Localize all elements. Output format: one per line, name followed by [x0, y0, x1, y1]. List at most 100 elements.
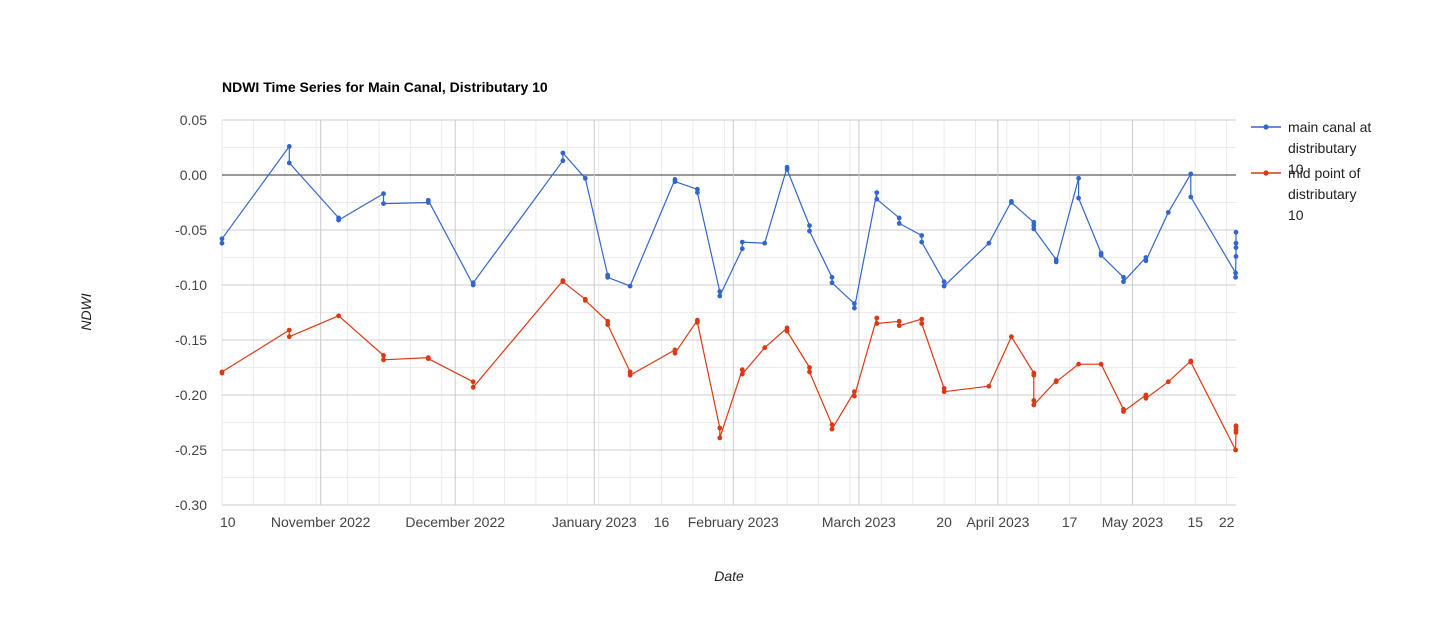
data-point	[919, 233, 925, 238]
data-point	[919, 316, 925, 322]
data-point	[582, 298, 588, 303]
data-point	[1031, 219, 1037, 225]
data-point	[336, 313, 341, 319]
x-axis: 10 November 2022 December 2022 January 2023…	[220, 514, 1235, 530]
data-point	[1121, 274, 1126, 280]
data-point	[1233, 245, 1239, 251]
y-tick-label: -0.30	[175, 497, 207, 513]
x-tick-label: 16	[654, 514, 670, 530]
data-point	[1009, 200, 1014, 205]
data-point	[919, 321, 925, 326]
data-point	[425, 356, 431, 362]
data-point	[1053, 259, 1059, 265]
data-point	[605, 322, 611, 327]
data-point	[807, 228, 812, 234]
data-point	[739, 246, 745, 252]
data-point	[605, 274, 611, 280]
data-point	[672, 350, 678, 356]
data-point	[1188, 171, 1194, 177]
data-point	[381, 191, 386, 197]
x-tick-label: February 2023	[688, 514, 779, 530]
data-point	[1098, 252, 1104, 258]
data-point	[1031, 223, 1037, 229]
data-point	[896, 323, 902, 329]
data-point	[1165, 210, 1171, 215]
series-line	[221, 280, 1237, 451]
data-point	[425, 197, 431, 203]
series-line	[221, 145, 1237, 309]
data-point	[717, 289, 723, 294]
data-point	[874, 315, 880, 321]
series-2	[219, 278, 1239, 453]
data-point	[941, 283, 947, 289]
data-point	[1031, 226, 1037, 232]
y-tick-label: -0.20	[175, 387, 207, 403]
legend-label: distributary	[1288, 186, 1356, 202]
data-point	[1233, 270, 1238, 276]
data-point	[470, 384, 476, 390]
data-point	[695, 320, 700, 325]
data-point	[1076, 195, 1081, 201]
y-tick-label: -0.25	[175, 442, 207, 458]
data-point	[1143, 255, 1149, 260]
data-point	[784, 167, 790, 172]
x-tick-label: 22	[1219, 514, 1235, 530]
data-point	[560, 150, 566, 156]
data-point	[717, 435, 723, 441]
y-tick-label: -0.05	[175, 222, 207, 238]
data-point	[1233, 229, 1239, 235]
data-point	[1098, 361, 1104, 367]
data-point	[986, 383, 992, 389]
data-point	[627, 369, 633, 375]
x-tick-label: November 2022	[271, 514, 371, 530]
data-point	[219, 369, 225, 375]
legend-item[interactable]: main canal at distributary 10	[1251, 119, 1371, 177]
data-point	[1053, 379, 1059, 385]
data-point	[627, 283, 633, 289]
legend-item[interactable]: mid point of distributary 10	[1251, 165, 1360, 223]
data-point	[739, 367, 745, 373]
data-point	[896, 318, 902, 324]
grid	[221, 119, 1236, 506]
data-point	[286, 327, 292, 333]
data-point	[829, 280, 835, 286]
data-point	[896, 221, 902, 226]
data-point	[829, 426, 835, 432]
data-point	[874, 196, 880, 202]
x-tick-label: 10	[220, 514, 236, 530]
data-point	[919, 239, 925, 245]
data-point	[1188, 359, 1194, 365]
y-tick-label: 0.05	[180, 112, 207, 128]
y-axis: 0.05 0.00 -0.05 -0.10 -0.15 -0.20 -0.25 -0.30	[175, 112, 207, 513]
data-point	[1188, 194, 1194, 200]
data-point	[381, 353, 386, 358]
data-point	[807, 223, 812, 229]
data-point	[560, 279, 566, 285]
y-tick-label: -0.15	[175, 332, 207, 348]
data-point	[1121, 409, 1126, 414]
data-point	[286, 160, 292, 166]
data-point	[1233, 240, 1239, 246]
data-point	[1143, 395, 1149, 401]
data-point	[717, 425, 723, 431]
data-point	[1233, 274, 1238, 280]
data-point	[381, 357, 386, 363]
x-tick-label: January 2023	[552, 514, 637, 530]
data-point	[941, 279, 947, 285]
data-point	[219, 240, 225, 246]
data-point	[784, 325, 790, 331]
x-tick-label: March 2023	[822, 514, 896, 530]
x-tick-label: 20	[936, 514, 952, 530]
data-point	[1233, 430, 1239, 435]
data-point	[1143, 392, 1149, 398]
data-point	[1121, 279, 1126, 285]
data-point	[739, 371, 745, 377]
y-tick-label: 0.00	[180, 167, 207, 183]
data-point	[695, 186, 700, 192]
data-point	[762, 240, 768, 246]
data-point	[762, 345, 768, 351]
y-tick-label: -0.10	[175, 277, 207, 293]
data-point	[286, 144, 292, 149]
series-1	[219, 144, 1239, 311]
